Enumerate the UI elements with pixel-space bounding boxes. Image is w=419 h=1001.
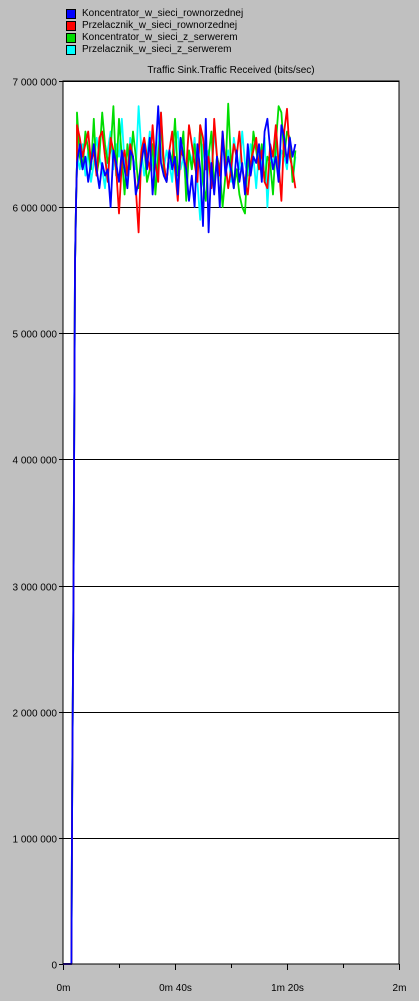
- y-tick-label: 4 000 000: [13, 456, 58, 467]
- y-tick-label: 2 000 000: [13, 709, 58, 720]
- series-lines: [63, 102, 297, 965]
- plot-border: [62, 80, 400, 965]
- y-tick-label: 1 000 000: [13, 835, 58, 846]
- legend-item: Przelacznik_w_sieci_rownorzednej: [66, 20, 243, 32]
- legend-item: Przelacznik_w_sieci_z_serwerem: [66, 44, 243, 56]
- x-axis: 0m 0m 40s 1m 20s 2m: [57, 964, 407, 994]
- x-tick-label: 1m 20s: [271, 983, 304, 994]
- legend-swatch: [66, 9, 76, 19]
- y-tick-label: 3 000 000: [13, 583, 58, 594]
- legend-swatch: [66, 33, 76, 43]
- legend-swatch: [66, 45, 76, 55]
- x-tick-label: 0m: [57, 983, 71, 994]
- y-tick-label: 0: [51, 961, 57, 972]
- y-tick-label: 5 000 000: [13, 330, 58, 341]
- legend-label: Przelacznik_w_sieci_z_serwerem: [82, 44, 232, 55]
- plot-background: [63, 81, 399, 964]
- x-tick-label: 2m: [393, 983, 407, 994]
- legend-label: Koncentrator_w_sieci_rownorzednej: [82, 8, 244, 19]
- y-tick-label: 7 000 000: [13, 78, 58, 89]
- y-axis-labels: 0 1 000 000 2 000 000 3 000 000 4 000 000 5 0…: [13, 78, 58, 972]
- chart-title: Traffic Sink.Traffic Received (bits/sec): [147, 65, 315, 76]
- legend: Koncentrator_w_sieci_rownorzednej Przela…: [66, 8, 243, 56]
- x-tick-label: 0m 40s: [159, 983, 192, 994]
- legend-item: Koncentrator_w_sieci_rownorzednej: [66, 8, 243, 20]
- legend-label: Przelacznik_w_sieci_rownorzednej: [82, 20, 238, 31]
- series-line: [63, 105, 297, 965]
- legend-item: Koncentrator_w_sieci_z_serwerem: [66, 32, 243, 44]
- y-tick-label: 6 000 000: [13, 204, 58, 215]
- legend-swatch: [66, 21, 76, 31]
- legend-label: Koncentrator_w_sieci_z_serwerem: [82, 32, 238, 43]
